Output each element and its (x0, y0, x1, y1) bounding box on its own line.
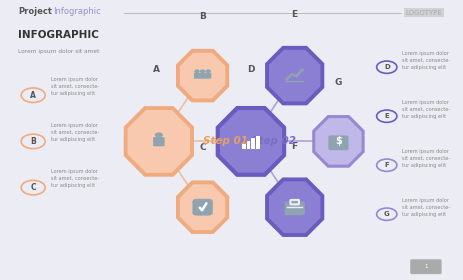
Text: 1: 1 (424, 264, 428, 269)
FancyBboxPatch shape (328, 136, 349, 150)
FancyBboxPatch shape (251, 138, 255, 148)
FancyBboxPatch shape (242, 144, 246, 148)
FancyBboxPatch shape (256, 136, 260, 148)
Polygon shape (178, 182, 227, 232)
Text: Lorem ipsum dolor
sit amet, consecte-
tur adipiscing elit: Lorem ipsum dolor sit amet, consecte- tu… (402, 149, 450, 168)
Text: F: F (384, 162, 389, 168)
Polygon shape (218, 108, 284, 175)
Text: Step 02: Step 02 (251, 136, 296, 146)
Text: G: G (384, 211, 390, 217)
Polygon shape (314, 116, 363, 166)
Text: C: C (199, 143, 206, 152)
Text: B: B (199, 12, 206, 21)
Text: Lorem ipsum dolor
sit amet, consecte-
tur adipiscing elit: Lorem ipsum dolor sit amet, consecte- tu… (402, 100, 450, 119)
Circle shape (195, 70, 199, 73)
Text: Lorem ipsum dolor
sit amet, consecte-
tur adipiscing elit: Lorem ipsum dolor sit amet, consecte- tu… (402, 51, 450, 70)
Circle shape (206, 70, 210, 73)
Text: Lorem ipsum dolor
sit amet, consecte-
tur adipiscing elit: Lorem ipsum dolor sit amet, consecte- tu… (402, 198, 450, 217)
FancyBboxPatch shape (247, 141, 250, 148)
Polygon shape (267, 48, 322, 103)
FancyBboxPatch shape (290, 200, 299, 204)
Text: Step 01: Step 01 (203, 136, 248, 146)
Text: Lorem ipsum dolor
sit amet, consecte-
tur adipiscing elit: Lorem ipsum dolor sit amet, consecte- tu… (50, 77, 99, 96)
Text: F: F (292, 141, 298, 151)
Text: E: E (384, 113, 389, 119)
Text: A: A (30, 91, 36, 100)
Text: B: B (30, 137, 36, 146)
Text: G: G (335, 78, 342, 87)
Text: Project: Project (19, 7, 52, 16)
FancyBboxPatch shape (200, 73, 206, 79)
Text: C: C (31, 183, 36, 192)
Text: A: A (153, 66, 160, 74)
Polygon shape (125, 108, 192, 175)
Text: E: E (292, 10, 298, 19)
Text: LOGOTYPE: LOGOTYPE (405, 10, 442, 16)
FancyBboxPatch shape (153, 137, 165, 146)
Text: INFOGRAPHIC: INFOGRAPHIC (19, 30, 99, 40)
FancyBboxPatch shape (194, 73, 200, 79)
FancyBboxPatch shape (193, 199, 213, 216)
Text: D: D (384, 64, 390, 70)
Text: Lorem ipsum dolor
sit amet, consecte-
tur adipiscing elit: Lorem ipsum dolor sit amet, consecte- tu… (50, 169, 99, 188)
Text: Lorem ipsum dolor
sit amet, consecte-
tur adipiscing elit: Lorem ipsum dolor sit amet, consecte- tu… (50, 123, 99, 142)
FancyBboxPatch shape (205, 73, 211, 79)
FancyBboxPatch shape (285, 202, 305, 215)
Text: D: D (247, 66, 255, 74)
Text: $: $ (335, 136, 342, 146)
Circle shape (156, 133, 162, 137)
Circle shape (200, 70, 205, 73)
Text: Infographic: Infographic (53, 7, 100, 16)
Polygon shape (267, 179, 322, 235)
Text: Lorem ipsum dolor sit amet: Lorem ipsum dolor sit amet (19, 49, 100, 54)
FancyBboxPatch shape (410, 259, 442, 274)
Polygon shape (178, 51, 227, 101)
